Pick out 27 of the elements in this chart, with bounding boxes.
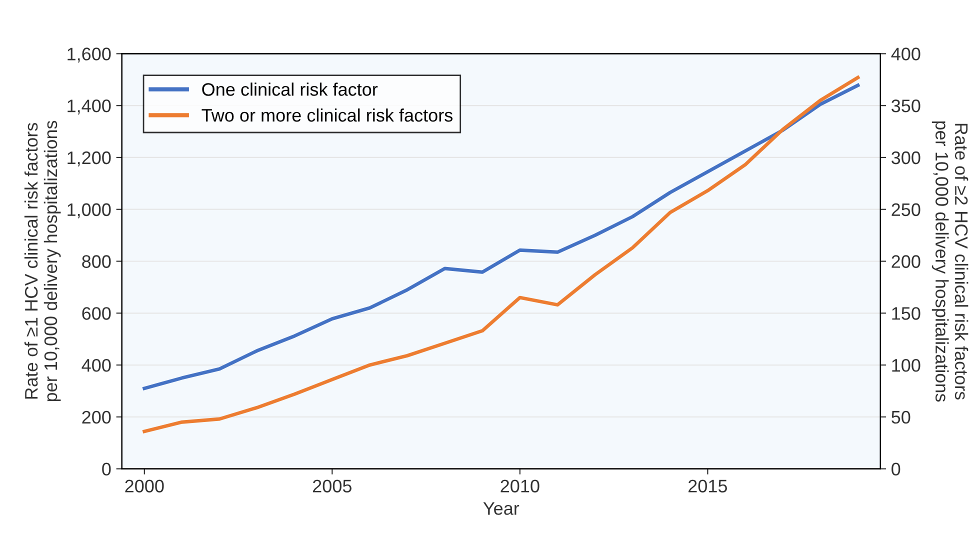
y-tick-label: 400 bbox=[82, 358, 111, 372]
y2-tick-label: 50 bbox=[892, 410, 910, 424]
y-tick-label: 1,000 bbox=[68, 203, 111, 218]
y2-axis-title: Rate of ≥2 HCV clinical risk factors per 10,000 delivery hospitalizations bbox=[932, 121, 968, 402]
legend-label: Two or more clinical risk factors bbox=[202, 108, 453, 122]
y2-tick-label: 150 bbox=[892, 307, 920, 320]
y-tick-label: 1,200 bbox=[68, 151, 111, 166]
y2-tick-label: 100 bbox=[892, 358, 920, 372]
y-tick-label: 0 bbox=[102, 462, 111, 476]
y-tick-label: 1,600 bbox=[68, 48, 111, 63]
y-tick-label: 200 bbox=[82, 410, 111, 424]
y2-tick-label: 300 bbox=[892, 151, 920, 164]
y-axis-title: Rate of ≥1 HCV clinical risk factors per 10,000 delivery hospitalizations bbox=[24, 120, 61, 402]
y-tick-label: 1,400 bbox=[68, 100, 111, 114]
y-tick-label: 800 bbox=[82, 255, 111, 268]
x-tick-label: 2010 bbox=[500, 480, 540, 492]
y-tick-label: 600 bbox=[82, 307, 111, 320]
y2-tick-label: 250 bbox=[892, 203, 920, 216]
y2-tick-label: 400 bbox=[891, 48, 920, 60]
y2-tick-label: 0 bbox=[892, 462, 900, 476]
y2-tick-label: 200 bbox=[892, 255, 920, 268]
x-axis-title: Year bbox=[483, 502, 520, 515]
x-tick-label: 2005 bbox=[312, 480, 352, 492]
x-tick-label: 2000 bbox=[125, 480, 164, 492]
x-tick-label: 2015 bbox=[688, 480, 728, 492]
legend-label: One clinical risk factor bbox=[202, 82, 378, 96]
y2-tick-label: 350 bbox=[892, 100, 920, 112]
